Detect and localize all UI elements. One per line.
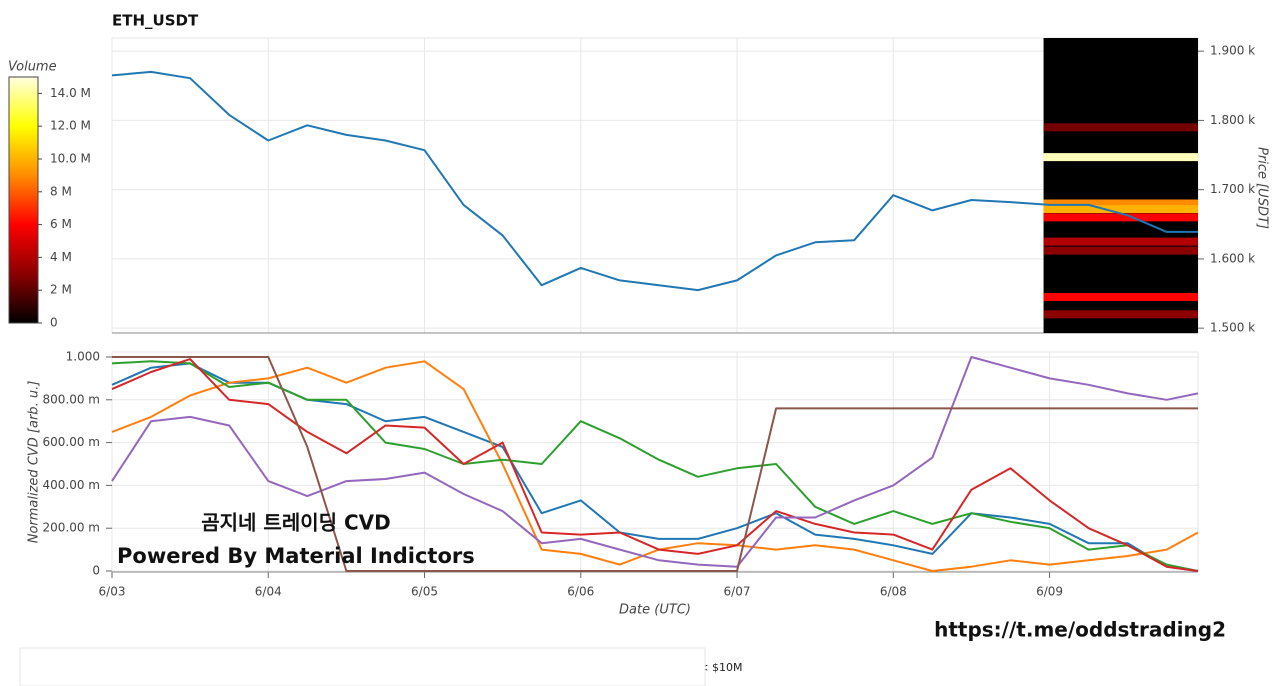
heatmap-cell xyxy=(1043,123,1198,132)
watermark-credit: Powered By Material Indictors xyxy=(117,544,475,568)
cvd-plot-area xyxy=(111,351,1199,573)
colorbar-tick-label: 14.0 M xyxy=(50,86,91,100)
series-line xyxy=(111,356,1199,568)
price-plot-area xyxy=(111,37,1199,334)
channel-link: https://t.me/oddstrading2 xyxy=(934,618,1226,642)
y-tick-label: 400.00 m xyxy=(43,478,101,492)
y-tick-label: 1.500 k xyxy=(1210,321,1255,335)
x-tick-label: 6/03 xyxy=(99,585,126,599)
y-axis-label: Normalized CVD [arb. u.] xyxy=(27,381,42,544)
chart-title: ETH_USDT xyxy=(112,12,199,30)
colorbar xyxy=(8,76,39,324)
colorbar-tick-label: 0 xyxy=(50,316,58,330)
heatmap-cell xyxy=(1043,246,1198,255)
x-axis-label: Date (UTC) xyxy=(619,603,691,618)
heatmap-cell xyxy=(1043,199,1198,208)
y-tick-label: 200.00 m xyxy=(43,521,101,535)
y-tick-label: 1.700 k xyxy=(1210,182,1255,196)
x-tick-label: 6/06 xyxy=(567,585,594,599)
colorbar-tick-label: 8 M xyxy=(50,184,72,198)
series-line xyxy=(111,70,1198,292)
heatmap-cell xyxy=(1043,153,1198,162)
series-line xyxy=(112,356,1198,572)
y-axis-label: Price [USDT] xyxy=(1255,147,1270,229)
y-tick-label: 1.800 k xyxy=(1210,113,1255,127)
y-tick-label: 600.00 m xyxy=(43,435,101,449)
y-tick-label: 1.600 k xyxy=(1210,251,1255,265)
colorbar-tick-label: 4 M xyxy=(50,250,72,264)
y-tick-label: 1.000 xyxy=(66,350,100,364)
heatmap-cell xyxy=(1043,205,1198,214)
heatmap-background xyxy=(1043,38,1198,333)
y-tick-label: 0 xyxy=(92,564,100,578)
series-line xyxy=(111,360,1199,572)
colorbar-title: Volume xyxy=(8,60,57,75)
y-tick-label: 1.900 k xyxy=(1210,44,1255,58)
x-tick-label: 6/09 xyxy=(1036,585,1063,599)
heatmap-cell xyxy=(1043,292,1198,301)
colorbar-tick-label: 12.0 M xyxy=(50,119,91,133)
x-tick-label: 6/05 xyxy=(411,585,438,599)
series-line xyxy=(111,358,1199,572)
legend-box xyxy=(19,647,706,686)
heatmap-cell xyxy=(1043,310,1198,319)
colorbar-tick-label: 2 M xyxy=(50,283,72,297)
heatmap-cell xyxy=(1043,213,1198,222)
colorbar-tick-label: 10.0 M xyxy=(50,152,91,166)
x-tick-label: 6/07 xyxy=(724,585,751,599)
watermark-title: 곰지네 트레이딩 CVD xyxy=(201,511,390,535)
heatmap-cell xyxy=(1043,237,1198,246)
x-tick-label: 6/04 xyxy=(255,585,282,599)
x-tick-label: 6/08 xyxy=(880,585,907,599)
colorbar-tick-label: 6 M xyxy=(50,217,72,231)
y-tick-label: 800.00 m xyxy=(43,392,101,406)
